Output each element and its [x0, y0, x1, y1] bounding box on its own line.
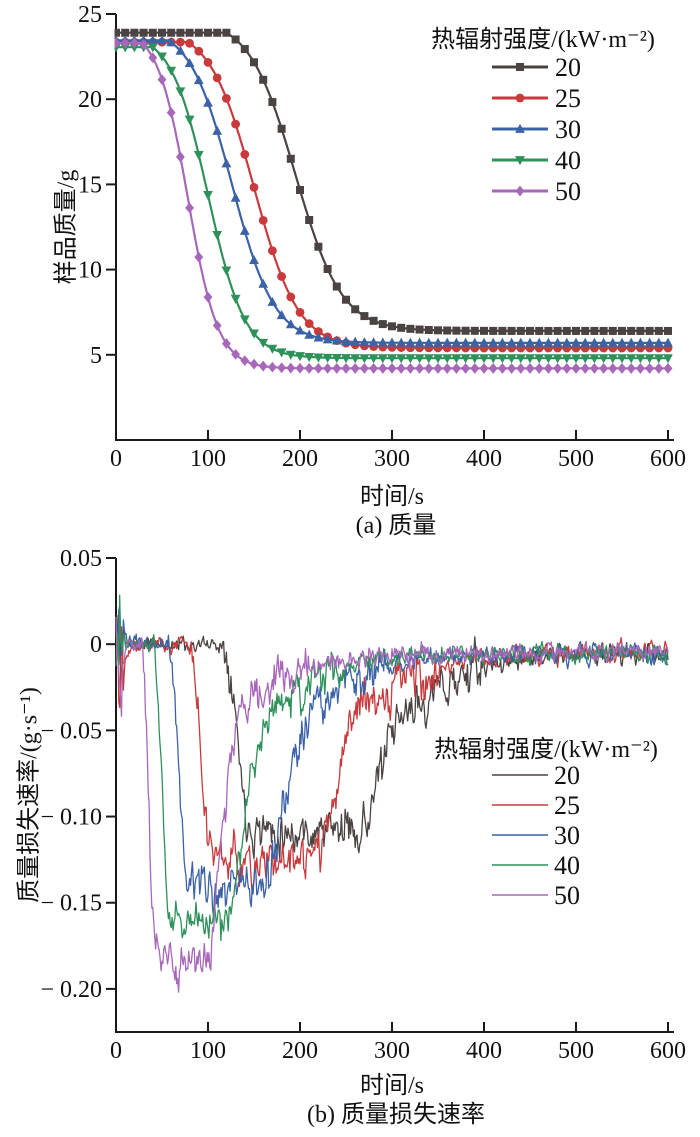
series-30	[114, 35, 673, 347]
x-tick-label: 600	[650, 1038, 686, 1064]
series-20	[114, 28, 672, 335]
x-tick-label: 500	[558, 1038, 594, 1064]
legend-label-40: 40	[554, 851, 580, 880]
y-tick-label: 20	[78, 87, 102, 113]
legend-label-50: 50	[555, 177, 581, 206]
series-markers-50	[114, 37, 673, 374]
mass-chart-svg: 0 100 200 300 400 500 600510152025热辐射强度/(kW·m⁻…	[78, 2, 686, 472]
series-markers-40	[114, 43, 673, 364]
panel-caption-a: (a) 质量	[355, 513, 437, 539]
legend-entry-50: 50	[492, 177, 581, 206]
y-tick-label: 0.05	[60, 546, 102, 572]
series-line-50	[115, 616, 669, 993]
panel-caption-b: (b) 质量损失速率	[307, 1102, 485, 1128]
axes: 0 100 200 300 400 500 600 0.05 0 − 0.05 − 0.10 − 0.…	[40, 546, 686, 1064]
legend-label-50: 50	[554, 881, 580, 910]
legend-title: 热辐射强度/(kW·m⁻²)	[431, 26, 655, 53]
legend-label-25: 25	[555, 84, 581, 113]
y-tick-label: − 0.10	[40, 805, 102, 831]
legend-title: 热辐射强度/(kW·m⁻²)	[434, 736, 658, 763]
legend-entry-40: 40	[492, 146, 581, 175]
y-axis-label-a: 样品质量/g	[53, 169, 80, 285]
y-tick-label: − 0.05	[40, 718, 102, 744]
series-markers-30	[114, 35, 673, 347]
legend-label-20: 20	[555, 53, 581, 82]
series-markers-25	[114, 37, 673, 353]
legend-label-20: 20	[554, 761, 580, 790]
y-tick-label: 15	[78, 172, 102, 198]
series-line-50	[116, 41, 668, 370]
mass-loss-rate-chart-svg: 0 100 200 300 400 500 600 0.05 0 − 0.05 − 0.10 − 0.…	[40, 546, 686, 1064]
x-tick-label: 600	[650, 446, 686, 472]
legend-label-30: 30	[555, 115, 581, 144]
legend-entry-20: 20	[492, 53, 581, 82]
series-line-40	[116, 46, 668, 360]
y-tick-label: − 0.20	[40, 977, 102, 1003]
x-tick-label: 100	[190, 1038, 226, 1064]
x-tick-label: 400	[466, 1038, 502, 1064]
y-axis-label-b: 质量损失速率/(g·s⁻¹)	[16, 687, 43, 903]
x-axis-label-a: 时间/s	[359, 484, 425, 510]
series-line-30	[115, 605, 669, 916]
y-tick-label: 10	[78, 258, 102, 284]
x-tick-label: 200	[282, 446, 318, 472]
legend-label-25: 25	[554, 791, 580, 820]
series-line-40	[115, 594, 669, 942]
series-markers-20	[114, 28, 672, 335]
series-25	[114, 37, 673, 353]
x-tick-label: 500	[558, 446, 594, 472]
series-50	[114, 37, 673, 374]
y-tick-label: − 0.15	[40, 891, 102, 917]
series-line-30	[116, 39, 668, 344]
legend-label-40: 40	[555, 146, 581, 175]
x-tick-label: 200	[282, 1038, 318, 1064]
legend-label-30: 30	[554, 821, 580, 850]
x-tick-label: 400	[466, 446, 502, 472]
y-tick-label: 0	[90, 632, 102, 658]
x-tick-label: 0	[110, 446, 122, 472]
series-line-25	[115, 626, 669, 896]
x-axis-label-b: 时间/s	[359, 1073, 425, 1099]
x-tick-label: 0	[110, 1038, 122, 1064]
x-tick-label: 300	[374, 1038, 410, 1064]
series-40	[114, 43, 673, 364]
y-tick-label: 5	[90, 343, 102, 369]
series-line-25	[116, 41, 668, 350]
x-tick-label: 300	[374, 446, 410, 472]
legend-entry-40: 40	[492, 851, 580, 880]
legend-entry-25: 25	[492, 791, 580, 820]
legend-entry-30: 30	[492, 115, 581, 144]
legend-entry-30: 30	[492, 821, 580, 850]
legend-entry-50: 50	[492, 881, 580, 910]
legend-entry-20: 20	[492, 761, 580, 790]
x-tick-label: 100	[190, 446, 226, 472]
legend-entry-25: 25	[492, 84, 581, 113]
y-tick-label: 25	[78, 2, 102, 28]
